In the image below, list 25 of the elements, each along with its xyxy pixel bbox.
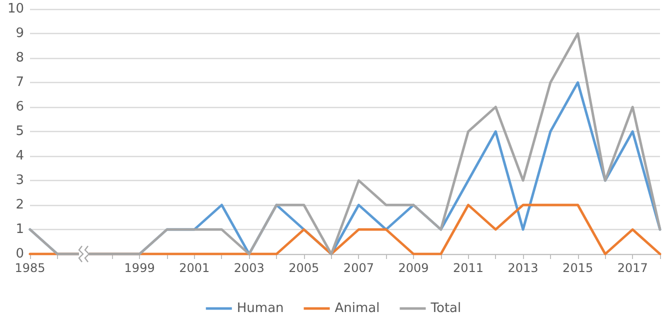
x-tick-label: 2001: [179, 261, 210, 275]
x-tick-label: 1985: [14, 261, 46, 275]
x-tick-label: 2017: [617, 261, 648, 275]
y-tick-label: 9: [16, 26, 24, 41]
y-tick-label: 2: [16, 198, 24, 212]
x-tick-label: 2011: [452, 261, 484, 275]
x-tick-label: 1999: [124, 261, 155, 275]
y-tick-label: 6: [16, 100, 24, 114]
y-tick-label: 8: [16, 50, 24, 66]
y-tick-label: 0: [16, 246, 24, 262]
legend-label: Human: [236, 301, 284, 316]
y-tick-label: 4: [16, 148, 24, 164]
y-tick-label: 7: [16, 75, 24, 90]
x-tick-label: 2005: [288, 261, 320, 275]
y-tick-label: 3: [16, 173, 24, 188]
x-tick-label: 2003: [234, 261, 264, 275]
x-tick-label: 2013: [508, 261, 538, 275]
legend-label: Total: [430, 301, 462, 316]
x-tick-label: 2007: [343, 261, 374, 275]
x-tick-label: 2015: [562, 261, 594, 275]
x-tick-label: 2009: [398, 261, 429, 275]
legend-label: Animal: [334, 301, 380, 316]
y-tick-label: 1: [16, 222, 24, 237]
y-tick-label: 5: [16, 124, 24, 139]
y-tick-label: 10: [7, 2, 24, 16]
